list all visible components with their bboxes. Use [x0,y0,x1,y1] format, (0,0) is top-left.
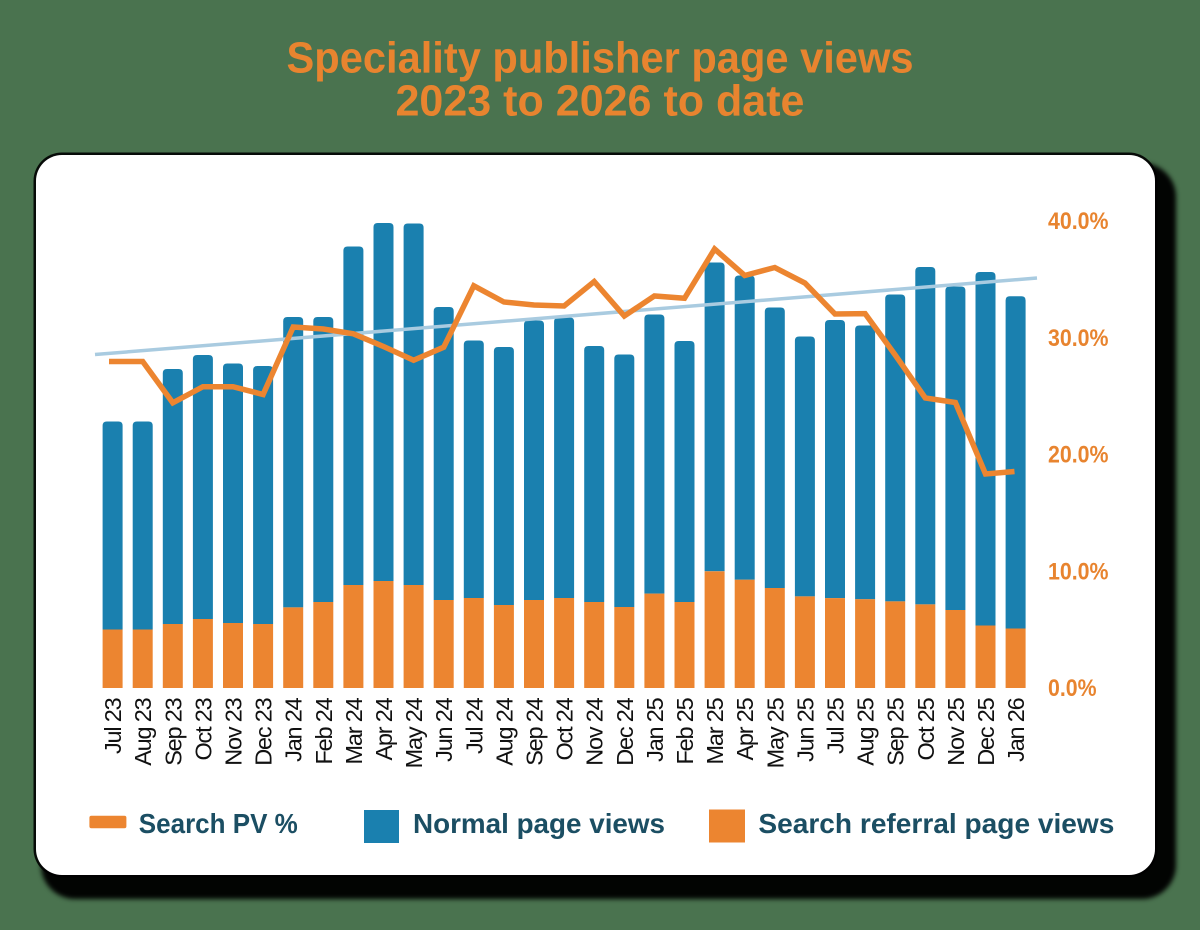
svg-text:Aug 25: Aug 25 [853,697,879,765]
svg-text:Aug 24: Aug 24 [491,697,517,765]
svg-text:Dec 24: Dec 24 [612,697,638,765]
svg-text:Apr 24: Apr 24 [371,697,397,760]
svg-text:Nov 23: Nov 23 [221,697,247,765]
svg-text:2023 to 2026 to date: 2023 to 2026 to date [396,76,805,125]
svg-text:Oct 25: Oct 25 [913,697,939,760]
svg-text:Search referral page views: Search referral page views [758,808,1114,839]
svg-text:Oct 24: Oct 24 [552,697,578,760]
svg-text:Oct 23: Oct 23 [190,697,216,760]
svg-text:Jul 23: Jul 23 [100,697,126,754]
svg-text:Jan 26: Jan 26 [1003,697,1029,761]
svg-text:Sep 25: Sep 25 [883,697,909,765]
svg-text:May 25: May 25 [762,697,788,768]
svg-text:40.0%: 40.0% [1048,208,1109,235]
svg-text:Speciality publisher page view: Speciality publisher page views [287,34,914,83]
svg-text:Jan 25: Jan 25 [642,697,668,761]
svg-text:Normal page views: Normal page views [413,808,665,839]
svg-text:May 24: May 24 [401,697,427,768]
svg-text:10.0%: 10.0% [1048,558,1109,585]
svg-text:30.0%: 30.0% [1048,325,1109,352]
svg-text:Jun 25: Jun 25 [792,697,818,761]
svg-text:Jul 25: Jul 25 [823,697,849,754]
svg-text:Jul 24: Jul 24 [461,697,487,754]
svg-text:Mar 24: Mar 24 [341,697,367,764]
svg-text:Dec 23: Dec 23 [251,697,277,765]
svg-text:0.0%: 0.0% [1048,675,1097,702]
svg-text:Nov 24: Nov 24 [582,697,608,765]
svg-text:Sep 23: Sep 23 [160,697,186,765]
svg-text:Jan 24: Jan 24 [281,697,307,761]
svg-text:Feb 24: Feb 24 [311,697,337,764]
svg-text:Feb 25: Feb 25 [672,697,698,764]
svg-text:Sep 24: Sep 24 [522,697,548,765]
svg-text:Dec 25: Dec 25 [973,697,999,765]
svg-text:Nov 25: Nov 25 [943,697,969,765]
svg-text:Apr 25: Apr 25 [732,697,758,760]
svg-text:Mar 25: Mar 25 [702,697,728,764]
svg-text:Aug 23: Aug 23 [130,697,156,765]
svg-text:Jun 24: Jun 24 [431,697,457,761]
svg-text:20.0%: 20.0% [1048,442,1109,469]
svg-text:Search PV %: Search PV % [139,808,298,839]
